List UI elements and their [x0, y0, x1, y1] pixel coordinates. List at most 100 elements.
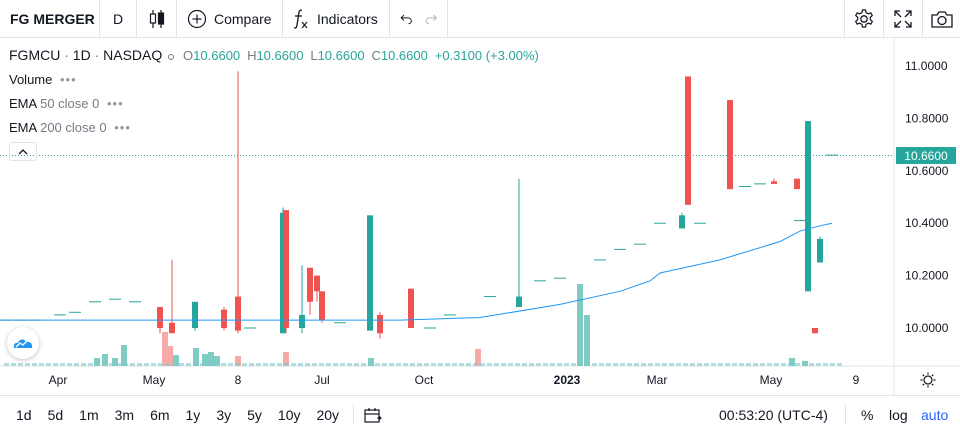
range-1d[interactable]: 1d — [16, 406, 32, 423]
study-name: EMA — [9, 120, 37, 135]
chart-type-button[interactable] — [137, 0, 177, 38]
calendar-icon[interactable] — [364, 407, 382, 423]
auto-toggle[interactable]: auto — [921, 407, 949, 423]
volume-bar — [74, 363, 79, 366]
interval-button[interactable]: D — [100, 0, 137, 38]
range-3m[interactable]: 3m — [114, 406, 135, 423]
volume-bar — [774, 363, 779, 366]
screenshot-button[interactable] — [922, 0, 960, 38]
volume-bar — [39, 363, 44, 366]
gear-icon — [854, 9, 873, 28]
volume-bar — [753, 363, 758, 366]
volume-bar — [690, 363, 695, 366]
range-1y[interactable]: 1y — [185, 406, 201, 423]
volume-bar — [564, 363, 569, 366]
settings-button[interactable] — [844, 0, 882, 38]
study-ema-200[interactable]: EMA 200 close 0 ••• — [9, 120, 131, 135]
study-menu-icon[interactable]: ••• — [60, 72, 77, 87]
study-volume[interactable]: Volume ••• — [9, 72, 77, 87]
volume-bar — [333, 363, 338, 366]
fullscreen-button[interactable] — [883, 0, 921, 38]
price-axis: 11.0000 10.8000 10.6000 10.4000 10.2000 10.00… — [905, 59, 949, 335]
volume-bar — [340, 363, 345, 366]
volume-bar — [368, 363, 373, 366]
volume-bar — [214, 356, 220, 366]
volume-bar — [298, 363, 303, 366]
log-toggle[interactable]: log — [889, 407, 908, 423]
volume-bar — [732, 363, 737, 366]
low-key: L — [310, 48, 318, 63]
tradingview-logo[interactable] — [7, 327, 39, 359]
time-tick-label: May — [143, 373, 166, 387]
range-5y[interactable]: 5y — [247, 406, 262, 423]
volume-bar — [620, 363, 625, 366]
volume-bar — [32, 363, 37, 366]
volume-bar — [4, 363, 9, 366]
volume-bar — [193, 348, 199, 366]
study-menu-icon[interactable]: ••• — [114, 120, 131, 135]
volume-bar — [242, 363, 247, 366]
volume-bar — [94, 358, 100, 366]
volume-bar — [676, 363, 681, 366]
range-5d[interactable]: 5d — [47, 406, 64, 423]
volume-bar — [165, 363, 170, 366]
compare-button[interactable]: Compare — [177, 0, 283, 38]
price-tick-label: 11.0000 — [905, 59, 948, 73]
volume-bar — [389, 363, 394, 366]
price-tick-label: 10.8000 — [905, 111, 949, 125]
volume-bar — [112, 358, 118, 366]
time-tick-label: 2023 — [554, 373, 581, 387]
sun-gear-icon[interactable] — [920, 372, 936, 388]
volume-bar — [130, 363, 135, 366]
candle-body — [812, 328, 818, 334]
volume-bar — [662, 363, 667, 366]
range-3y[interactable]: 3y — [216, 406, 232, 423]
volume-bar — [739, 363, 744, 366]
volume-bar — [116, 363, 121, 366]
volume-bar — [424, 363, 429, 366]
volume-bar — [60, 363, 65, 366]
volume-bar — [501, 363, 506, 366]
indicators-label: Indicators — [317, 10, 378, 27]
candle-body — [299, 314, 305, 328]
range-6m[interactable]: 6m — [150, 406, 170, 423]
volume-bar — [347, 363, 352, 366]
volume-bar — [669, 363, 674, 366]
volume-bar — [396, 363, 401, 366]
range-20y[interactable]: 20y — [316, 406, 340, 423]
percent-toggle[interactable]: % — [861, 407, 874, 423]
low-value: 10.6600 — [317, 48, 365, 63]
time-tick-label: May — [760, 373, 783, 387]
time-tick-label: Mar — [647, 373, 668, 387]
candle-body — [283, 210, 289, 328]
volume-bar — [578, 363, 583, 366]
clock-button[interactable]: 00:53:20 (UTC-4) — [719, 407, 828, 423]
range-10y[interactable]: 10y — [277, 406, 301, 423]
volume-bar — [816, 363, 821, 366]
indicators-button[interactable]: Indicators — [283, 0, 390, 38]
symbol-search-button[interactable]: FG MERGER — [0, 0, 100, 38]
volume-bar — [641, 363, 646, 366]
volume-bar — [67, 363, 72, 366]
legend-interval: 1D — [72, 47, 91, 63]
time-tick-label: 8 — [235, 373, 242, 387]
volume-bar — [382, 363, 387, 366]
bottom-toolbar: 1d 5d 1m 3m 6m 1y 3y 5y 10y 20y 00:53:20… — [0, 395, 960, 433]
candle-body — [314, 275, 320, 292]
volume-bar — [704, 363, 709, 366]
range-1m[interactable]: 1m — [79, 406, 99, 423]
candle-body — [307, 267, 313, 302]
study-ema-50[interactable]: EMA 50 close 0 ••• — [9, 96, 124, 111]
volume-bar — [277, 363, 282, 366]
collapse-legend-button[interactable] — [9, 142, 37, 161]
volume-bar — [438, 363, 443, 366]
volume-bar — [577, 284, 583, 366]
undo-icon[interactable] — [400, 12, 413, 26]
candle-body — [685, 76, 691, 205]
volume-bar — [634, 363, 639, 366]
study-menu-icon[interactable]: ••• — [106, 96, 124, 111]
study-params: 200 close 0 — [40, 120, 107, 135]
candle-body — [516, 296, 522, 308]
redo-icon[interactable] — [425, 12, 438, 26]
